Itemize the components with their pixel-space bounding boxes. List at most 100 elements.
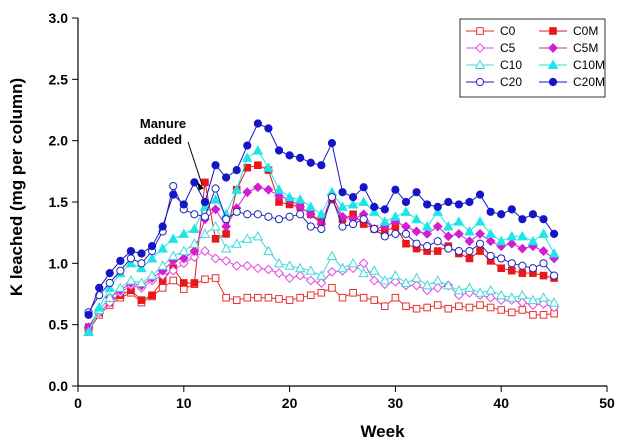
data-point-C10-12	[199, 228, 211, 238]
data-point-C20M-30	[391, 185, 400, 194]
series-line-C0M	[88, 164, 555, 328]
data-point-C5-24	[327, 267, 337, 277]
data-point-C20M-4	[116, 256, 125, 265]
x-tick-label: 40	[493, 395, 509, 411]
data-point-C10-24	[326, 250, 338, 260]
data-point-C20-33	[423, 242, 432, 251]
legend-label: C5	[500, 41, 516, 55]
data-point-C0-26	[349, 288, 357, 297]
data-point-C10-28	[368, 265, 380, 275]
data-point-C0-39	[486, 303, 495, 312]
data-point-C0-43	[529, 311, 537, 319]
data-point-C10M-39	[485, 228, 496, 238]
legend-box	[459, 18, 606, 98]
data-point-C10M-17	[252, 145, 264, 155]
data-point-C10-17	[252, 230, 264, 241]
data-point-C20-23	[317, 224, 326, 234]
data-point-C20-17	[253, 210, 262, 219]
data-point-C20M-43	[528, 210, 538, 219]
legend-label: C0	[500, 24, 516, 38]
data-point-C20M-45	[550, 229, 559, 238]
data-point-C5M-25	[337, 211, 348, 222]
data-point-C0-37	[465, 303, 474, 312]
data-point-C10M-7	[146, 252, 158, 263]
legend-marker	[548, 77, 558, 87]
data-point-C0M-42	[518, 269, 527, 277]
data-point-C10-14	[220, 243, 232, 253]
data-point-C0-15	[232, 296, 241, 304]
data-point-C0-40	[497, 306, 505, 314]
data-point-C10-3	[104, 292, 115, 302]
data-point-C5-12	[200, 246, 210, 256]
data-point-C10-27	[358, 267, 369, 278]
data-point-C5M-11	[189, 246, 200, 256]
data-point-C20M-35	[444, 197, 453, 207]
data-point-C20-15	[232, 207, 241, 216]
legend-label: C10M	[573, 58, 605, 72]
data-point-C10M-28	[368, 206, 380, 216]
data-point-C20M-36	[454, 200, 463, 209]
axes: 0 10 20 30 40 50 0.0 0.5 1.0 1.5 2.0 2.5 3.0 Week K le…	[7, 10, 615, 441]
data-point-C0-23	[317, 288, 326, 297]
data-point-C0-32	[412, 304, 421, 313]
data-point-C20-19	[274, 215, 284, 224]
legend-marker	[548, 43, 558, 53]
data-point-C5M-31	[401, 221, 411, 232]
data-point-C20-6	[137, 259, 146, 268]
data-point-C20M-2	[95, 283, 104, 292]
data-point-C20-30	[391, 229, 400, 238]
data-point-C20M-11	[190, 178, 199, 187]
data-point-C0M-31	[402, 239, 410, 248]
data-point-C0M-38	[476, 247, 484, 255]
data-point-C20-31	[401, 229, 411, 238]
data-point-C20M-7	[147, 242, 157, 251]
data-point-C10M-26	[347, 199, 359, 209]
data-point-C20-36	[454, 246, 463, 256]
data-point-C10M-35	[443, 221, 454, 231]
y-axis-title: K leached (mg per column)	[7, 78, 26, 296]
data-point-C20-21	[296, 210, 305, 219]
legend-label: C5M	[573, 41, 598, 55]
data-point-C5-17	[252, 263, 263, 274]
data-point-C20M-37	[465, 197, 474, 207]
data-point-C0-42	[518, 306, 527, 314]
data-point-C20M-42	[518, 215, 527, 224]
legend-label: C0M	[573, 24, 598, 38]
data-point-C10-39	[485, 284, 496, 295]
data-point-C5-16	[242, 260, 253, 271]
data-point-C0M-34	[433, 247, 442, 255]
data-point-C0-13	[211, 274, 220, 282]
data-point-C0-28	[370, 296, 379, 304]
data-point-C5-32	[411, 280, 422, 291]
data-point-C10M-29	[379, 216, 391, 226]
legend-marker	[547, 59, 559, 70]
data-point-C0-41	[507, 308, 516, 317]
y-tick-label: 2.0	[49, 133, 69, 149]
data-point-C20-32	[412, 239, 421, 248]
data-point-C20-43	[528, 264, 538, 273]
data-point-C5M-19	[274, 190, 284, 201]
data-point-C10-23	[316, 270, 327, 280]
data-point-C5M-16	[242, 187, 253, 198]
data-point-C20-29	[380, 232, 389, 241]
data-point-C10M-43	[527, 235, 539, 246]
data-point-C10M-20	[284, 191, 295, 202]
legend-item-C5M: C5M	[539, 41, 598, 55]
data-point-C20M-17	[253, 119, 262, 128]
data-point-C5-18	[263, 264, 274, 275]
data-point-C0-18	[264, 293, 273, 302]
data-point-C20M-25	[338, 188, 347, 197]
annotation-arrow	[187, 141, 203, 185]
data-point-C20M-28	[370, 202, 379, 212]
data-point-C0-29	[381, 302, 389, 311]
data-point-C10M-40	[495, 235, 507, 246]
data-point-C10-18	[263, 245, 274, 256]
data-point-C10-6	[136, 277, 147, 287]
data-point-C10-41	[506, 292, 518, 302]
data-point-C10M-22	[305, 201, 317, 211]
data-point-C20M-38	[475, 190, 485, 199]
data-point-C20M-39	[486, 207, 495, 216]
data-point-C0M-6	[137, 296, 146, 304]
legend-item-C0M: C0M	[539, 24, 598, 38]
data-point-C10-31	[400, 277, 412, 287]
